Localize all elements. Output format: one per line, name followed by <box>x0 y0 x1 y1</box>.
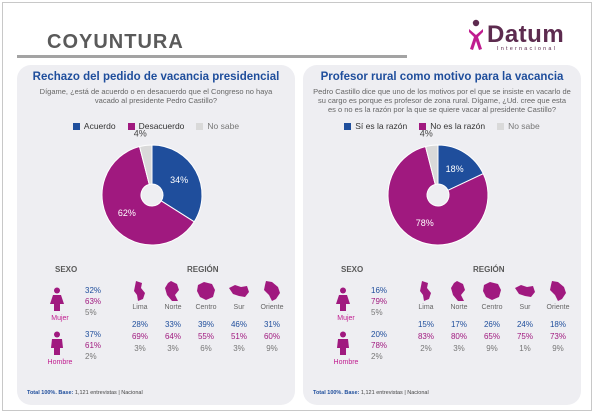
oriente-map-icon <box>264 281 280 301</box>
woman-icon <box>50 287 64 311</box>
region-sur: Sur <box>510 279 540 311</box>
region-lima: Lima <box>411 279 441 311</box>
slice-label-no-sabe: 4% <box>420 128 433 138</box>
centro-map-icon <box>197 282 215 300</box>
hombre-values: 20% 78% 2% <box>371 330 388 361</box>
lima-map-icon <box>134 281 145 301</box>
donut-chart: 18% 78% 4% <box>358 128 518 253</box>
region-oriente: Oriente <box>543 279 573 311</box>
hombre-label: Hombre <box>333 359 359 366</box>
legend-item-acuerdo: Acuerdo <box>72 121 116 131</box>
slice-label-acuerdo: 34% <box>170 175 188 185</box>
slice-label-no-sabe: 4% <box>134 128 147 138</box>
region-sur-values: 24% 75% 1% <box>516 320 533 353</box>
sex-mujer: Mujer 32% 63% 5% <box>45 285 115 329</box>
region-oriente-values: 31% 60% 9% <box>263 320 280 353</box>
donut-chart-svg: 34% 62% 4% <box>101 128 203 246</box>
page-title: COYUNTURA <box>47 31 184 53</box>
region-sur-values: 46% 51% 3% <box>230 320 247 353</box>
oriente-map-icon <box>550 281 566 301</box>
donut-chart: 34% 62% 4% <box>72 128 232 253</box>
chart-legend: Acuerdo Desacuerdo No sabe <box>17 121 295 131</box>
sex-hombre: Hombre 20% 78% 2% <box>331 329 401 373</box>
header: COYUNTURA Datum Internacional <box>3 3 591 63</box>
region-lima-values: 28% 69% 3% <box>131 320 148 353</box>
logo-word: Datum <box>487 21 565 48</box>
region-lima: Lima <box>125 279 155 311</box>
centro-map-icon <box>483 282 501 300</box>
legend-item-no-sabe: No sabe <box>497 121 540 131</box>
man-icon <box>337 331 349 355</box>
panel-vacancia: Rechazo del pedido de vacancia presidenc… <box>17 65 295 405</box>
slice-label-acuerdo: 18% <box>446 164 464 174</box>
logo-figure-icon <box>469 19 483 50</box>
mujer-label: Mujer <box>337 315 355 322</box>
region-oriente: Oriente <box>257 279 287 311</box>
legend-item-no-sabe: No sabe <box>196 121 239 131</box>
region-centro-values: 39% 55% 6% <box>197 320 214 353</box>
region-centro: Centro <box>191 279 221 311</box>
mujer-label: Mujer <box>51 315 69 322</box>
legend-item-si: Sí es la razón <box>344 121 407 131</box>
panel-title: Profesor rural como motivo para la vacan… <box>320 71 564 83</box>
lima-map-icon <box>420 281 431 301</box>
region-norte: Norte <box>444 279 474 311</box>
hombre-label: Hombre <box>47 359 73 366</box>
panel-question: Pedro Castillo dice que uno de los motiv… <box>313 87 571 114</box>
norte-map-icon <box>451 281 465 301</box>
region-oriente-values: 18% 73% 9% <box>549 320 566 353</box>
legend-item-desacuerdo: Desacuerdo <box>127 121 184 131</box>
sur-map-icon <box>515 285 535 297</box>
man-icon <box>51 331 63 355</box>
region-norte-values: 33% 64% 3% <box>164 320 181 353</box>
sex-mujer: Mujer 16% 79% 5% <box>331 285 401 329</box>
donut-chart-svg: 18% 78% 4% <box>387 128 489 246</box>
panel-profesor-rural: Profesor rural como motivo para la vacan… <box>303 65 581 405</box>
slice-label-desacuerdo: 78% <box>416 218 434 228</box>
slice-no-sabe <box>138 144 153 185</box>
logo-subtitle: Internacional <box>497 46 558 52</box>
mujer-values: 16% 79% 5% <box>371 286 388 317</box>
header-divider <box>17 55 407 58</box>
mujer-values: 32% 63% 5% <box>85 286 102 317</box>
chart-legend: Sí es la razón No es la razón No sabe <box>303 121 581 131</box>
sex-hombre: Hombre 37% 61% 2% <box>45 329 115 373</box>
slice-label-desacuerdo: 62% <box>118 208 136 218</box>
sexo-header: SEXO <box>55 265 78 274</box>
region-lima-values: 15% 83% 2% <box>417 320 434 353</box>
legend-item-no: No es la razón <box>419 121 485 131</box>
hombre-values: 37% 61% 2% <box>85 330 102 361</box>
sexo-header: SEXO <box>341 265 364 274</box>
region-sur: Sur <box>224 279 254 311</box>
panel-footer: Total 100%. Base: 1,121 entrevistas | Na… <box>27 390 143 396</box>
region-centro-values: 26% 65% 9% <box>483 320 500 353</box>
slice-no-sabe <box>424 144 439 185</box>
region-norte-values: 17% 80% 3% <box>450 320 467 353</box>
region-header: REGIÓN <box>187 265 219 274</box>
datum-logo: Datum Internacional <box>467 19 579 55</box>
slice-desacuerdo <box>387 145 489 246</box>
panel-question: Dígame, ¿está de acuerdo o en desacuerdo… <box>39 87 273 105</box>
sur-map-icon <box>229 285 249 297</box>
panel-title: Rechazo del pedido de vacancia presidenc… <box>32 71 280 83</box>
region-centro: Centro <box>477 279 507 311</box>
region-norte: Norte <box>158 279 188 311</box>
woman-icon <box>336 287 350 311</box>
panel-footer: Total 100%. Base: 1,121 entrevistas | Na… <box>313 390 429 396</box>
region-header: REGIÓN <box>473 265 505 274</box>
slice-desacuerdo <box>101 145 195 246</box>
norte-map-icon <box>165 281 179 301</box>
